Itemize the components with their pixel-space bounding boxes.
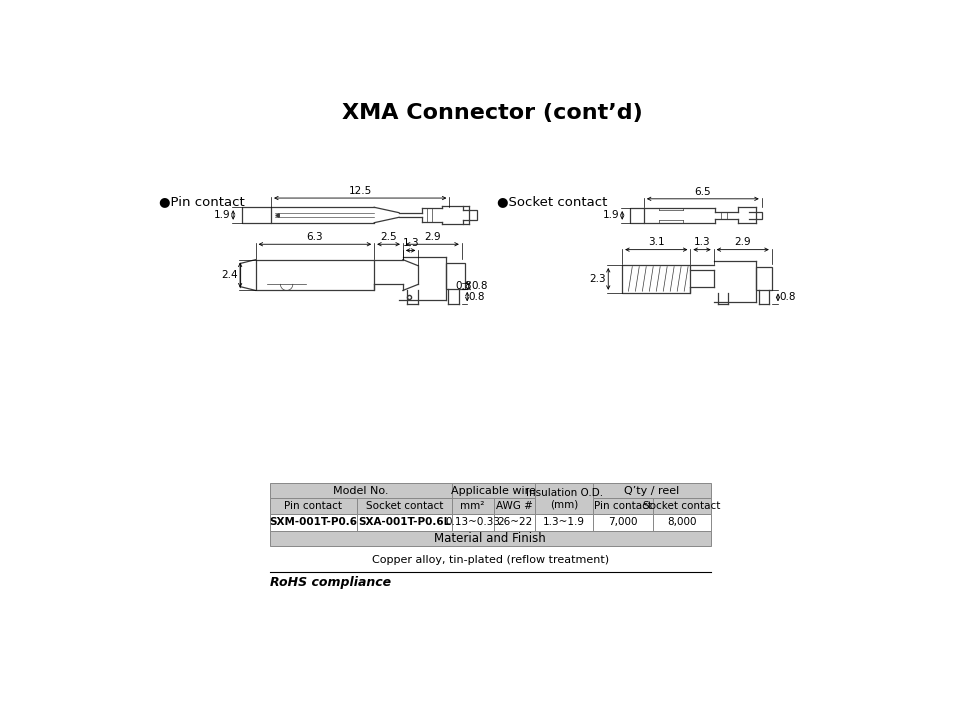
Bar	[756, 212, 761, 219]
Bar	[592, 483, 710, 498]
Text: Socket contact: Socket contact	[366, 501, 444, 511]
Text: 8,000: 8,000	[667, 517, 697, 527]
Text: 1.9: 1.9	[214, 210, 230, 220]
Text: 2.3: 2.3	[589, 274, 606, 284]
Text: XMA Connector (cont’d): XMA Connector (cont’d)	[342, 104, 642, 123]
Text: 2.9: 2.9	[424, 232, 441, 242]
Text: Socket contact: Socket contact	[643, 501, 721, 511]
Text: ●Pin contact: ●Pin contact	[158, 195, 245, 208]
Text: RoHS compliance: RoHS compliance	[270, 576, 391, 589]
Bar	[357, 514, 452, 531]
Text: 0.8: 0.8	[780, 292, 796, 302]
Text: SXM-001T-P0.6: SXM-001T-P0.6	[270, 517, 357, 527]
Text: mm²: mm²	[461, 501, 485, 511]
Bar	[630, 208, 644, 222]
Text: 0.13~0.33: 0.13~0.33	[445, 517, 500, 527]
Text: 12.5: 12.5	[348, 186, 372, 196]
Text: 1.3: 1.3	[694, 238, 710, 248]
Bar	[653, 514, 710, 531]
Bar	[255, 260, 374, 290]
Text: Copper alloy, tin-plated (reflow treatment): Copper alloy, tin-plated (reflow treatme…	[372, 555, 609, 565]
Bar	[270, 514, 357, 531]
Bar	[536, 483, 592, 514]
Bar	[468, 210, 476, 220]
Text: Applicable wire: Applicable wire	[451, 486, 536, 495]
Bar	[592, 498, 653, 514]
Bar	[452, 483, 536, 498]
Text: 7,000: 7,000	[609, 517, 637, 527]
Bar	[452, 514, 493, 531]
Text: 26~22: 26~22	[497, 517, 532, 527]
Bar	[445, 263, 465, 289]
Text: AWG #: AWG #	[496, 501, 533, 511]
Text: 6.3: 6.3	[306, 232, 324, 242]
Bar	[536, 514, 592, 531]
Text: Q’ty / reel: Q’ty / reel	[624, 486, 680, 495]
Bar	[622, 265, 690, 293]
Text: SXA-001T-P0.6L: SXA-001T-P0.6L	[358, 517, 450, 527]
Text: 2.4: 2.4	[221, 270, 238, 280]
Text: 2.9: 2.9	[734, 238, 751, 248]
Text: Pin contact: Pin contact	[284, 501, 343, 511]
Bar	[493, 498, 536, 514]
Text: 0.8: 0.8	[455, 281, 472, 291]
Text: 1.3~1.9: 1.3~1.9	[543, 517, 585, 527]
Text: 1.3: 1.3	[402, 238, 419, 248]
Bar	[270, 483, 452, 498]
Text: Insulation O.D.
(mm): Insulation O.D. (mm)	[525, 487, 603, 509]
Text: 6.5: 6.5	[694, 186, 711, 197]
Text: ●Socket contact: ●Socket contact	[497, 195, 608, 208]
Bar	[756, 267, 772, 290]
Text: 2.5: 2.5	[380, 232, 396, 242]
Bar	[270, 498, 357, 514]
Text: Model No.: Model No.	[333, 486, 389, 495]
Text: 0.8: 0.8	[468, 292, 485, 302]
Bar	[270, 531, 710, 546]
Bar	[592, 514, 653, 531]
Bar	[452, 498, 493, 514]
Text: 0.8: 0.8	[472, 281, 489, 291]
Text: 3.1: 3.1	[648, 238, 664, 248]
Text: Pin contact: Pin contact	[594, 501, 652, 511]
Text: 1.9: 1.9	[603, 210, 620, 220]
Bar	[653, 498, 710, 514]
Bar	[493, 514, 536, 531]
Bar	[243, 207, 271, 222]
Bar	[357, 498, 452, 514]
Text: Material and Finish: Material and Finish	[434, 532, 546, 545]
